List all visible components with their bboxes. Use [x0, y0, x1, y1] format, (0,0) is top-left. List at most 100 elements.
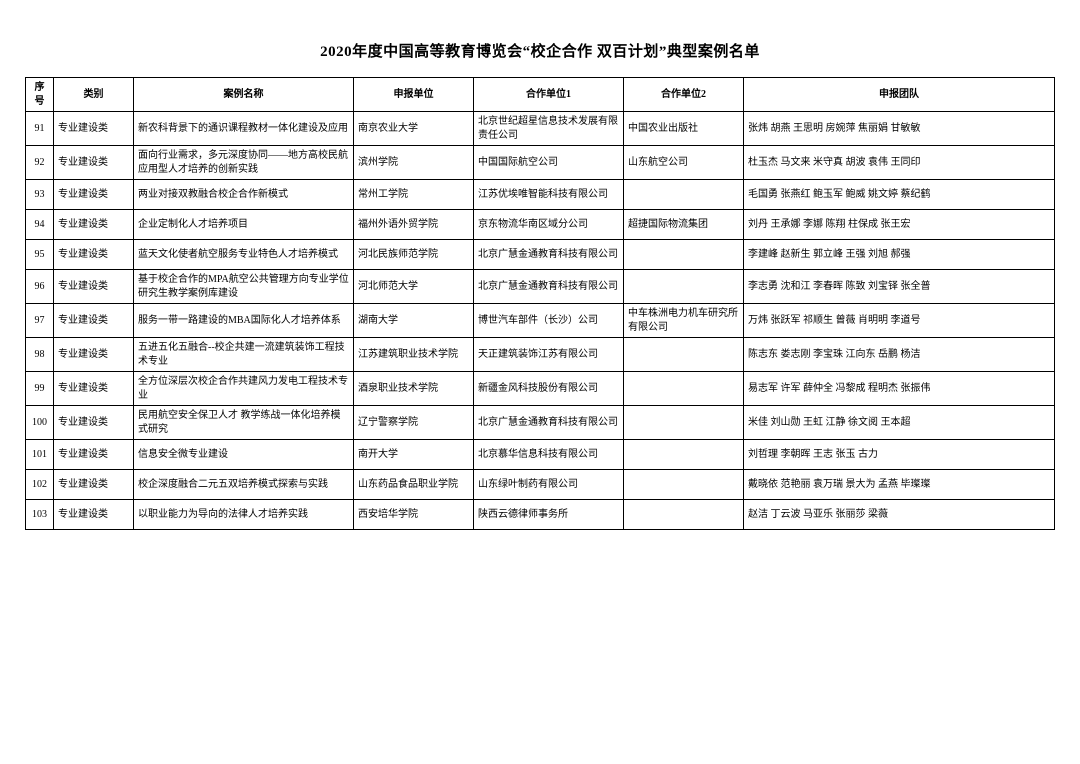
cell-cat: 专业建设类 [54, 372, 134, 406]
cell-unit: 河北民族师范学院 [354, 240, 474, 270]
th-cat: 类别 [54, 78, 134, 112]
table-row: 91专业建设类新农科背景下的通识课程教材一体化建设及应用南京农业大学北京世纪超星… [26, 112, 1055, 146]
th-unit: 申报单位 [354, 78, 474, 112]
table-row: 94专业建设类企业定制化人才培养项目福州外语外贸学院京东物流华南区域分公司超捷国… [26, 210, 1055, 240]
th-case: 案例名称 [134, 78, 354, 112]
cell-case: 校企深度融合二元五双培养模式探索与实践 [134, 470, 354, 500]
cell-unit: 酒泉职业技术学院 [354, 372, 474, 406]
table-row: 101专业建设类信息安全微专业建设南开大学北京慕华信息科技有限公司 刘哲理 李朝晖… [26, 440, 1055, 470]
table-row: 103专业建设类以职业能力为导向的法律人才培养实践西安培华学院陕西云德律师事务所… [26, 500, 1055, 530]
cell-p2 [624, 440, 744, 470]
cell-unit: 江苏建筑职业技术学院 [354, 338, 474, 372]
cell-p2 [624, 240, 744, 270]
cell-cat: 专业建设类 [54, 440, 134, 470]
cell-seq: 95 [26, 240, 54, 270]
cell-unit: 西安培华学院 [354, 500, 474, 530]
cell-team: 赵洁 丁云波 马亚乐 张丽莎 梁薇 [744, 500, 1055, 530]
cell-p1: 陕西云德律师事务所 [474, 500, 624, 530]
table-row: 92专业建设类面向行业需求，多元深度协同——地方高校民航应用型人才培养的创新实践… [26, 146, 1055, 180]
cell-case: 以职业能力为导向的法律人才培养实践 [134, 500, 354, 530]
cell-team: 刘丹 王承娜 李娜 陈翔 柱保成 张王宏 [744, 210, 1055, 240]
cell-p1: 北京广慧金通教育科技有限公司 [474, 270, 624, 304]
cell-team: 刘哲理 李朝晖 王志 张玉 古力 [744, 440, 1055, 470]
cell-case: 服务一带一路建设的MBA国际化人才培养体系 [134, 304, 354, 338]
cell-seq: 103 [26, 500, 54, 530]
cell-unit: 南开大学 [354, 440, 474, 470]
cell-p1: 北京慕华信息科技有限公司 [474, 440, 624, 470]
cell-p2 [624, 500, 744, 530]
cell-case: 全方位深层次校企合作共建风力发电工程技术专业 [134, 372, 354, 406]
cell-seq: 94 [26, 210, 54, 240]
cell-p2 [624, 406, 744, 440]
cell-unit: 湖南大学 [354, 304, 474, 338]
cell-p2: 山东航空公司 [624, 146, 744, 180]
cell-unit: 辽宁警察学院 [354, 406, 474, 440]
cell-seq: 98 [26, 338, 54, 372]
cell-team: 李志勇 沈和江 李春晖 陈致 刘宝铎 张全普 [744, 270, 1055, 304]
table-row: 98专业建设类五进五化五融合--校企共建一流建筑装饰工程技术专业江苏建筑职业技术… [26, 338, 1055, 372]
cell-case: 两业对接双教融合校企合作新模式 [134, 180, 354, 210]
cell-seq: 97 [26, 304, 54, 338]
cell-p1: 京东物流华南区域分公司 [474, 210, 624, 240]
cell-unit: 福州外语外贸学院 [354, 210, 474, 240]
cell-case: 五进五化五融合--校企共建一流建筑装饰工程技术专业 [134, 338, 354, 372]
table-row: 97专业建设类服务一带一路建设的MBA国际化人才培养体系湖南大学博世汽车部件（长… [26, 304, 1055, 338]
table-row: 95专业建设类蓝天文化使者航空服务专业特色人才培养模式河北民族师范学院北京广慧金… [26, 240, 1055, 270]
cell-seq: 101 [26, 440, 54, 470]
th-p1: 合作单位1 [474, 78, 624, 112]
cell-seq: 102 [26, 470, 54, 500]
cell-case: 企业定制化人才培养项目 [134, 210, 354, 240]
cell-p1: 北京广慧金通教育科技有限公司 [474, 406, 624, 440]
cell-team: 米佳 刘山勋 王虹 江静 徐文阅 王本超 [744, 406, 1055, 440]
cell-cat: 专业建设类 [54, 210, 134, 240]
cell-team: 杜玉杰 马文来 米守真 胡波 袁伟 王同印 [744, 146, 1055, 180]
page-title: 2020年度中国高等教育博览会“校企合作 双百计划”典型案例名单 [25, 40, 1055, 61]
cell-team: 毛国勇 张燕红 鲍玉军 鲍威 姚文婷 蔡纪鹤 [744, 180, 1055, 210]
cell-p1: 山东绿叶制药有限公司 [474, 470, 624, 500]
cell-team: 陈志东 娄志刚 李宝珠 江向东 岳鹏 杨洁 [744, 338, 1055, 372]
cell-cat: 专业建设类 [54, 240, 134, 270]
cell-p1: 北京世纪超星信息技术发展有限责任公司 [474, 112, 624, 146]
cell-cat: 专业建设类 [54, 470, 134, 500]
cell-unit: 河北师范大学 [354, 270, 474, 304]
table-row: 100专业建设类民用航空安全保卫人才 教学练战一体化培养模式研究辽宁警察学院北京… [26, 406, 1055, 440]
cell-team: 戴晓依 范艳丽 袁万瑞 景大为 孟燕 毕璨璨 [744, 470, 1055, 500]
cell-team: 万炜 张跃军 祁顺生 曾薇 肖明明 李道号 [744, 304, 1055, 338]
table-header-row: 序号 类别 案例名称 申报单位 合作单位1 合作单位2 申报团队 [26, 78, 1055, 112]
cell-unit: 山东药品食品职业学院 [354, 470, 474, 500]
cell-p2 [624, 470, 744, 500]
cell-seq: 96 [26, 270, 54, 304]
cell-unit: 滨州学院 [354, 146, 474, 180]
cell-p2: 中国农业出版社 [624, 112, 744, 146]
table-row: 96专业建设类基于校企合作的MPA航空公共管理方向专业学位研究生教学案例库建设河… [26, 270, 1055, 304]
cell-unit: 常州工学院 [354, 180, 474, 210]
cell-case: 信息安全微专业建设 [134, 440, 354, 470]
cell-p2 [624, 270, 744, 304]
cell-p2 [624, 180, 744, 210]
cell-seq: 93 [26, 180, 54, 210]
cell-seq: 91 [26, 112, 54, 146]
cell-team: 易志军 许军 薛仲全 冯黎成 程明杰 张振伟 [744, 372, 1055, 406]
cell-p1: 博世汽车部件（长沙）公司 [474, 304, 624, 338]
cell-p2 [624, 338, 744, 372]
cell-p1: 北京广慧金通教育科技有限公司 [474, 240, 624, 270]
th-team: 申报团队 [744, 78, 1055, 112]
cell-seq: 99 [26, 372, 54, 406]
cell-cat: 专业建设类 [54, 146, 134, 180]
cell-cat: 专业建设类 [54, 112, 134, 146]
table-row: 93专业建设类两业对接双教融合校企合作新模式常州工学院江苏优埃唯智能科技有限公司… [26, 180, 1055, 210]
cell-p1: 天正建筑装饰江苏有限公司 [474, 338, 624, 372]
cell-case: 蓝天文化使者航空服务专业特色人才培养模式 [134, 240, 354, 270]
cell-case: 民用航空安全保卫人才 教学练战一体化培养模式研究 [134, 406, 354, 440]
th-p2: 合作单位2 [624, 78, 744, 112]
cases-table: 序号 类别 案例名称 申报单位 合作单位1 合作单位2 申报团队 91专业建设类… [25, 77, 1055, 530]
table-row: 102专业建设类校企深度融合二元五双培养模式探索与实践山东药品食品职业学院山东绿… [26, 470, 1055, 500]
cell-seq: 100 [26, 406, 54, 440]
cell-cat: 专业建设类 [54, 500, 134, 530]
cell-team: 李建峰 赵新生 郭立峰 王强 刘旭 郝强 [744, 240, 1055, 270]
cell-cat: 专业建设类 [54, 406, 134, 440]
cell-unit: 南京农业大学 [354, 112, 474, 146]
cell-team: 张炜 胡燕 王思明 房婉萍 焦丽娟 甘敏敏 [744, 112, 1055, 146]
cell-cat: 专业建设类 [54, 338, 134, 372]
cell-cat: 专业建设类 [54, 270, 134, 304]
